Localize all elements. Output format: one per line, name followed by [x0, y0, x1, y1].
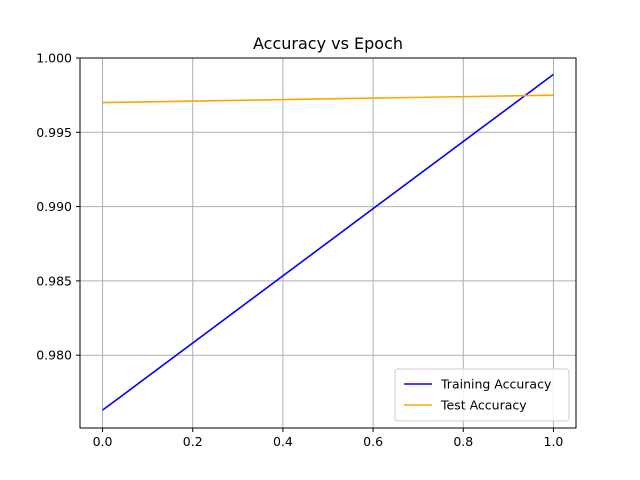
y-tick-label: 1.000 [36, 51, 72, 66]
ticks: 0.0 0.2 0.4 0.6 0.8 1.0 0.980 0.985 0.990 0.995 1.… [36, 51, 563, 450]
x-tick-label: 0.6 [363, 434, 383, 449]
test-accuracy-legend-label: Test Accuracy [440, 398, 527, 413]
x-tick-label: 1.0 [544, 434, 564, 449]
training-accuracy-legend-label: Training Accuracy [440, 377, 552, 392]
x-tick-label: 0.2 [183, 434, 203, 449]
training-accuracy-line [102, 73, 554, 411]
y-tick-label: 0.990 [36, 199, 72, 214]
legend-box [394, 368, 570, 422]
legend: Training Accuracy Test Accuracy [394, 368, 570, 422]
x-tick-label: 0.8 [453, 434, 473, 449]
test-accuracy-line [102, 94, 554, 104]
series-layer [102, 73, 554, 411]
x-tick-label: 0.4 [273, 434, 293, 449]
x-tick-label: 0.0 [93, 434, 113, 449]
y-tick-label: 0.985 [36, 273, 72, 288]
y-tick-label: 0.995 [36, 125, 72, 140]
plot-area-frame [79, 57, 577, 429]
chart-title: Accuracy vs Epoch [253, 34, 403, 53]
y-tick-label: 0.980 [36, 348, 72, 363]
